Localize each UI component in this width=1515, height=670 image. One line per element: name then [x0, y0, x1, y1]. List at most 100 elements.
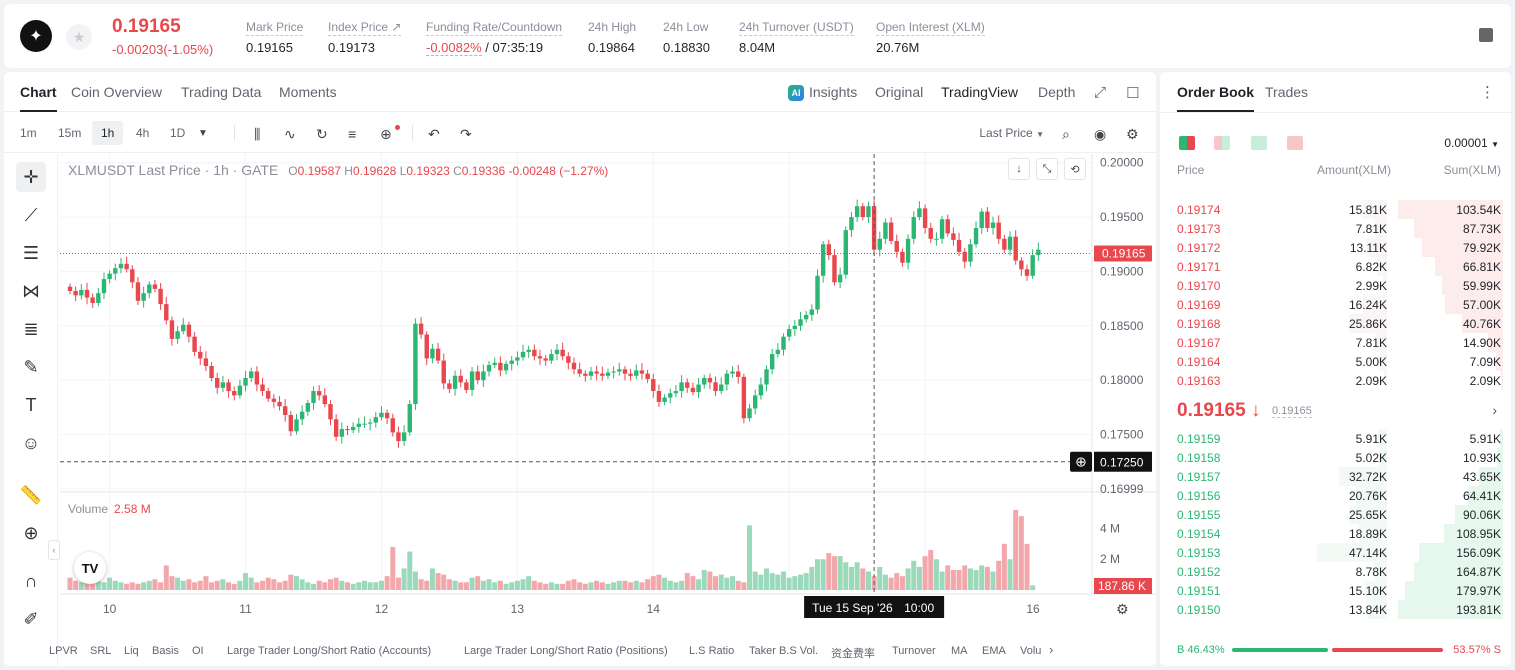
window-icon[interactable]: ☐ [1126, 85, 1140, 102]
bid-row[interactable]: 0.19153 47.14K 156.09K [1160, 543, 1511, 562]
ask-row[interactable]: 0.19171 6.82K 66.81K [1160, 257, 1511, 276]
zoom-in-icon[interactable]: ⊕ [23, 522, 39, 543]
view-original[interactable]: Original [875, 84, 924, 100]
interval-15m[interactable]: 15m [58, 126, 82, 140]
search-icon[interactable]: ⌕ [1062, 126, 1070, 142]
ask-row[interactable]: 0.19170 2.99K 59.99K [1160, 276, 1511, 295]
bid-row[interactable]: 0.19151 15.10K 179.97K [1160, 581, 1511, 600]
collapse-icon[interactable]: ⤡ [1036, 158, 1058, 180]
interval-1h[interactable]: 1h [92, 121, 124, 145]
ask-row[interactable]: 0.19163 2.09K 2.09K [1160, 371, 1511, 390]
indicators-icon[interactable]: ∿ [284, 126, 296, 142]
more-options-icon[interactable]: ⋮ [1480, 84, 1495, 101]
interval-dropdown-icon[interactable]: ▼ [198, 128, 208, 139]
interval-1d[interactable]: 1D [170, 126, 186, 140]
interval-4h[interactable]: 4h [136, 126, 150, 140]
tab-coin-overview[interactable]: Coin Overview [71, 84, 163, 100]
templates-icon[interactable]: ≡ [348, 126, 357, 142]
funding-rate-value[interactable]: -0.0082% [426, 40, 482, 56]
indicator-ls-ratio[interactable]: L.S Ratio [689, 645, 735, 657]
ask-row[interactable]: 0.19174 15.81K 103.54K [1160, 200, 1511, 219]
ruler-icon[interactable]: 📏 [19, 484, 43, 505]
emoji-icon[interactable]: ☺ [21, 432, 41, 453]
decimals-select[interactable]: 0.00001 ▼ [1444, 136, 1499, 150]
indicator-volume[interactable]: Volu [1020, 645, 1042, 657]
fit-icon[interactable]: ⟲ [1064, 158, 1086, 180]
indicator-oi[interactable]: OI [192, 645, 204, 657]
tab-trades[interactable]: Trades [1265, 84, 1309, 100]
indicator-scroll-right-icon[interactable]: › [1049, 642, 1054, 657]
indicator-srl[interactable]: SRL [90, 645, 112, 657]
stat-index-price[interactable]: Index Price ↗ 0.19173 [328, 20, 402, 55]
bid-row[interactable]: 0.19155 25.65K 90.06K [1160, 505, 1511, 524]
stat-24h-turnover[interactable]: 24h Turnover (USDT) 8.04M [739, 20, 854, 55]
ask-row[interactable]: 0.19169 16.24K 57.00K [1160, 295, 1511, 314]
indicator-ema[interactable]: EMA [982, 645, 1006, 657]
tab-moments[interactable]: Moments [279, 84, 337, 100]
refresh-icon[interactable]: ↻ [316, 126, 328, 142]
magnet-icon[interactable]: ∩ [24, 570, 38, 591]
horizontal-lines-icon[interactable]: ☰ [22, 242, 40, 263]
ask-row[interactable]: 0.19172 13.11K 79.92K [1160, 238, 1511, 257]
indicator-ma[interactable]: MA [951, 645, 968, 657]
stat-mark-price[interactable]: Mark Price 0.19165 [246, 20, 304, 55]
view-depth[interactable]: Depth [1038, 84, 1076, 100]
pattern-icon[interactable]: ⋈ [22, 280, 40, 301]
view-split-icon[interactable] [1214, 136, 1230, 150]
redo-icon[interactable]: ↷ [460, 126, 472, 142]
chart-settings-icon[interactable]: ⚙ [1116, 601, 1129, 617]
brush-icon[interactable]: ✎ [23, 356, 39, 377]
bid-row[interactable]: 0.19159 5.91K 5.91K [1160, 429, 1511, 448]
undo-icon[interactable]: ↶ [428, 126, 440, 142]
bid-row[interactable]: 0.19158 5.02K 10.93K [1160, 448, 1511, 467]
view-tradingview[interactable]: TradingView [941, 84, 1019, 100]
view-asks-icon[interactable] [1287, 136, 1303, 150]
insights-button[interactable]: AI Insights [788, 84, 857, 101]
text-icon[interactable]: T [25, 394, 37, 415]
bid-row[interactable]: 0.19156 20.76K 64.41K [1160, 486, 1511, 505]
add-indicator-icon[interactable]: ⊕ [380, 126, 392, 142]
tab-chart[interactable]: Chart [20, 84, 57, 112]
indicator-funding-rate[interactable]: 资金费率 [831, 648, 875, 660]
indicator-basis[interactable]: Basis [152, 645, 179, 657]
indicator-lpvr[interactable]: LPVR [49, 645, 78, 657]
tab-trading-data[interactable]: Trading Data [181, 84, 262, 100]
crosshair-icon[interactable]: ✛ [16, 162, 46, 192]
favorite-star-icon[interactable]: ★ [66, 24, 92, 50]
notebook-icon[interactable] [1479, 28, 1493, 42]
camera-icon[interactable]: ◉ [1094, 126, 1107, 142]
scroll-down-icon[interactable]: ↓ [1008, 158, 1030, 180]
indicator-large-trader-accounts[interactable]: Large Trader Long/Short Ratio (Accounts) [227, 645, 432, 657]
candle-body [741, 376, 747, 419]
pencil-lock-icon[interactable]: ✐ [23, 608, 39, 629]
ask-row[interactable]: 0.19173 7.81K 87.73K [1160, 219, 1511, 238]
tradingview-logo-icon[interactable]: TV [74, 552, 106, 584]
trend-line-icon[interactable]: ⟋ [24, 204, 38, 225]
interval-1m[interactable]: 1m [20, 126, 37, 140]
ask-row[interactable]: 0.19167 7.81K 14.90K [1160, 333, 1511, 352]
chevron-right-icon[interactable]: › [1492, 402, 1497, 418]
bid-row[interactable]: 0.19150 13.84K 193.81K [1160, 600, 1511, 619]
bid-row[interactable]: 0.19157 32.72K 43.65K [1160, 467, 1511, 486]
price-type-select[interactable]: Last Price ▼ [979, 126, 1044, 140]
stat-funding-rate[interactable]: Funding Rate/Countdown -0.0082% / 07:35:… [426, 20, 563, 56]
indicator-turnover[interactable]: Turnover [892, 645, 936, 657]
indicator-taker-bs[interactable]: Taker B.S Vol. [749, 645, 819, 657]
view-bids-icon[interactable] [1251, 136, 1267, 150]
collapse-sidebar-icon[interactable]: ‹ [48, 540, 60, 560]
fib-icon[interactable]: ≣ [23, 318, 39, 339]
stat-open-interest[interactable]: Open Interest (XLM) 20.76M [876, 20, 985, 55]
price-cell: 0.19168 [1177, 317, 1221, 331]
bid-row[interactable]: 0.19152 8.78K 164.87K [1160, 562, 1511, 581]
indicator-liq[interactable]: Liq [124, 645, 139, 657]
indicator-large-trader-positions[interactable]: Large Trader Long/Short Ratio (Positions… [464, 645, 668, 657]
view-both-icon[interactable] [1179, 136, 1195, 150]
expand-icon[interactable]: ⤢ [1094, 84, 1107, 101]
bid-row[interactable]: 0.19154 18.89K 108.95K [1160, 524, 1511, 543]
tab-order-book[interactable]: Order Book [1177, 84, 1255, 112]
ask-row[interactable]: 0.19164 5.00K 7.09K [1160, 352, 1511, 371]
ask-row[interactable]: 0.19168 25.86K 40.76K [1160, 314, 1511, 333]
settings-gear-icon[interactable]: ⚙ [1126, 126, 1139, 142]
price-chart[interactable]: 0.20000 0.19500 0.19000 0.18500 0.18000 0.175… [4, 72, 1156, 666]
candle-type-icon[interactable]: ⫼ [254, 126, 261, 142]
